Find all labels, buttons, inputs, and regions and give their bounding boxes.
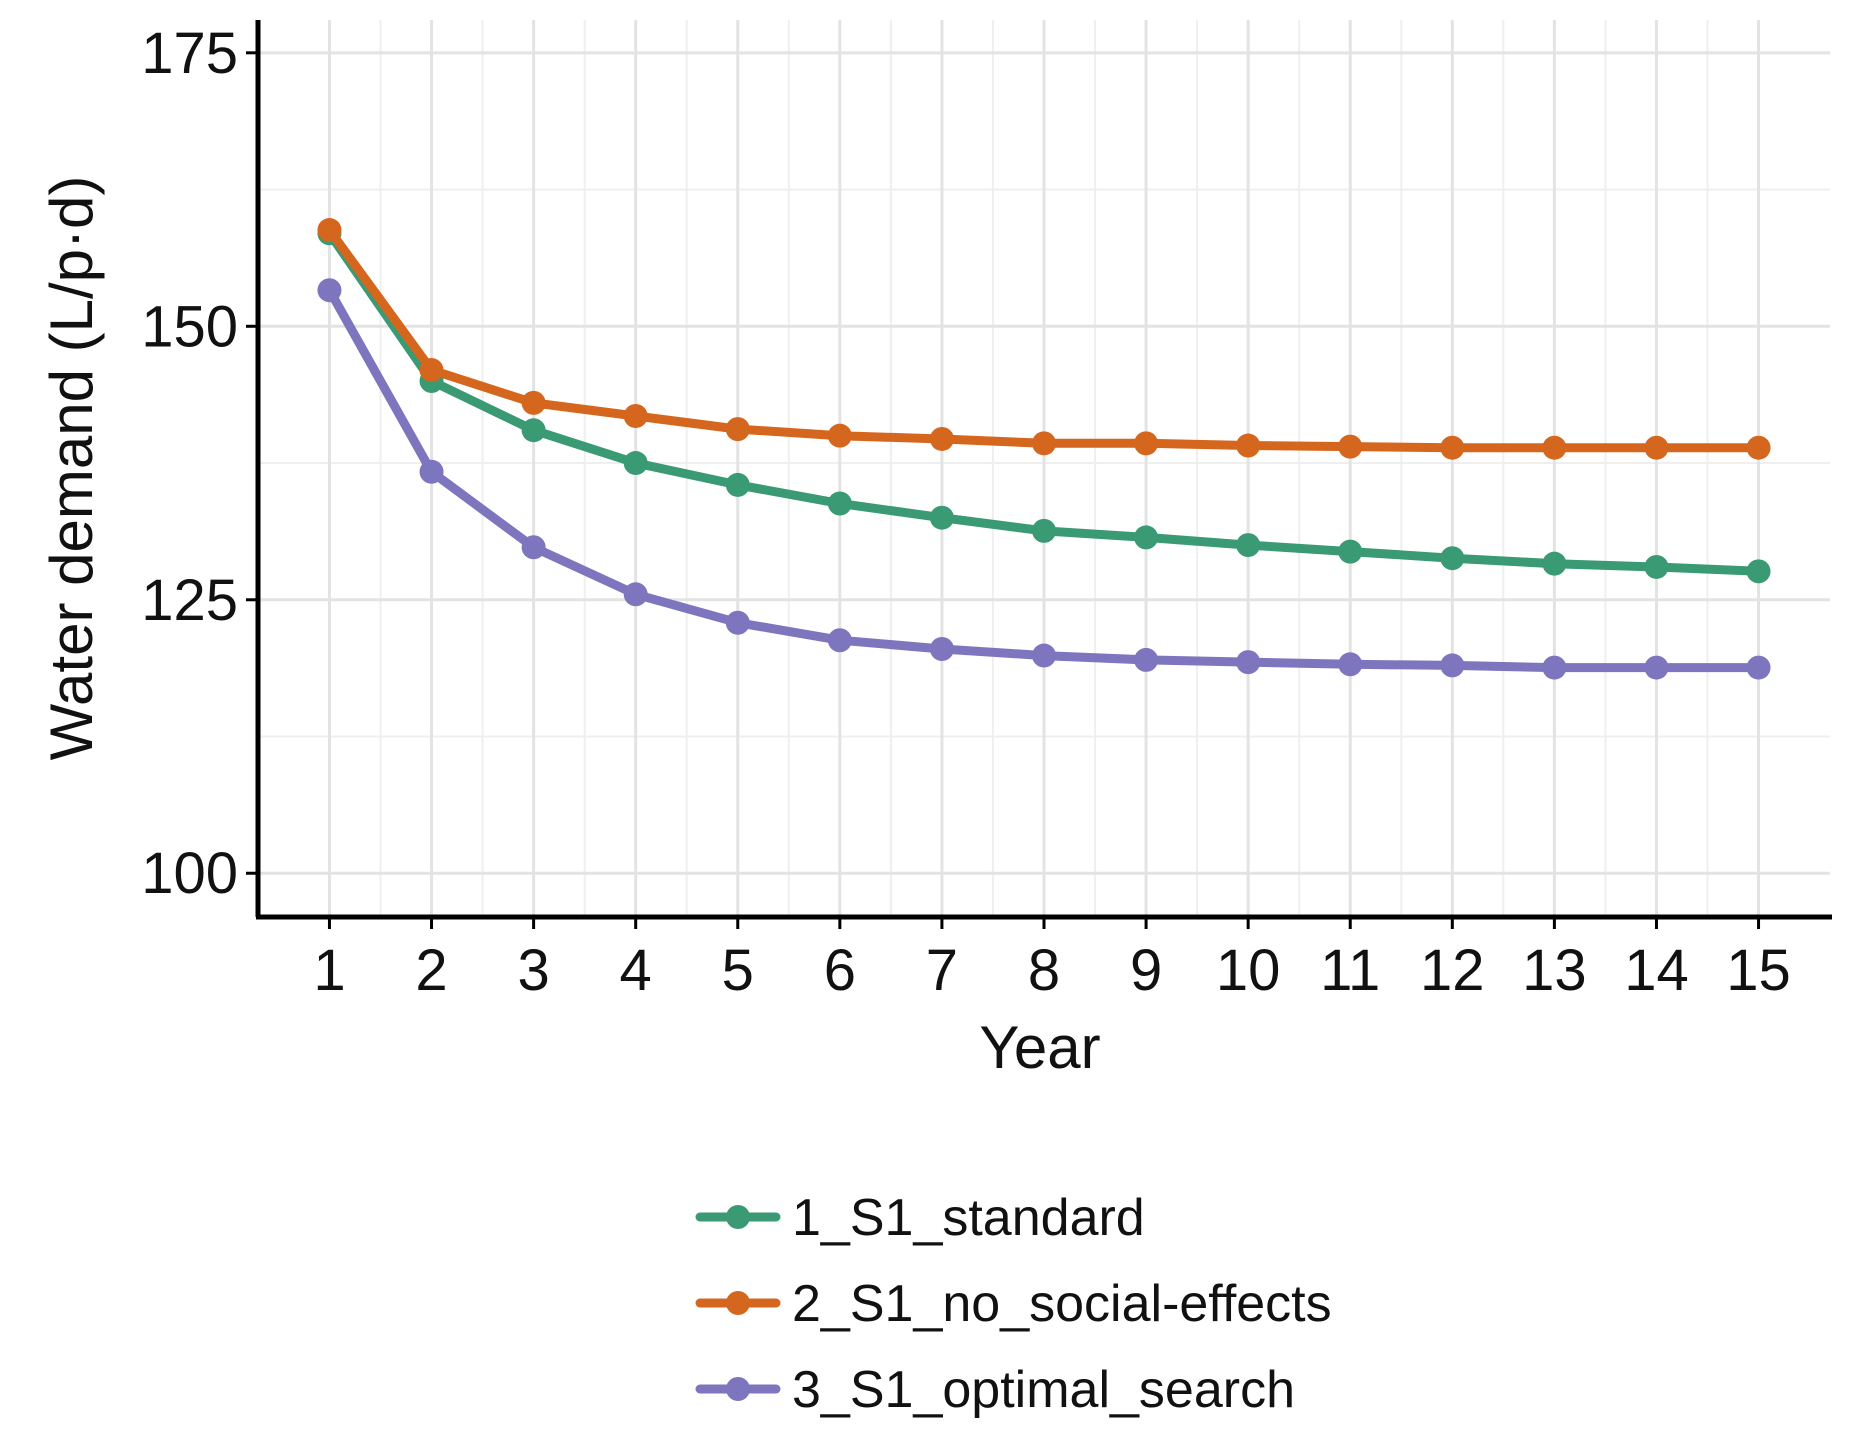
y-tick-label: 175 bbox=[141, 21, 238, 86]
series-2 bbox=[317, 218, 1771, 460]
series-layer bbox=[317, 218, 1771, 680]
grid-major bbox=[258, 20, 1830, 917]
x-tick-label: 9 bbox=[1130, 938, 1162, 1003]
data-point bbox=[1236, 533, 1261, 558]
y-tick-label: 100 bbox=[141, 841, 238, 906]
data-point bbox=[725, 610, 750, 635]
x-tick-label: 1 bbox=[313, 938, 345, 1003]
y-axis-ticks: 100 125 150 175 bbox=[141, 21, 258, 906]
data-point bbox=[317, 278, 342, 303]
legend-item: 2_S1_no_social-effects bbox=[695, 1275, 1332, 1333]
data-point bbox=[317, 218, 342, 243]
data-point bbox=[521, 390, 546, 415]
legend-point-key bbox=[726, 1291, 750, 1315]
data-point bbox=[1338, 652, 1363, 677]
data-point bbox=[521, 535, 546, 560]
data-point bbox=[1032, 518, 1056, 543]
legend: 1_S1_standard 2_S1_no_social-effects 3_S1_… bbox=[695, 1189, 1332, 1419]
data-point bbox=[1236, 650, 1261, 675]
data-point bbox=[725, 417, 750, 442]
x-axis-title: Year bbox=[979, 1014, 1100, 1081]
data-point bbox=[419, 358, 444, 383]
data-point bbox=[1134, 647, 1159, 672]
data-point bbox=[929, 505, 954, 530]
x-tick-label: 2 bbox=[415, 938, 447, 1003]
data-point bbox=[1542, 655, 1567, 680]
x-axis-ticks: 1 2 3 4 5 6 7 8 9 10 11 12 13 14 15 bbox=[313, 917, 1791, 1003]
data-point bbox=[929, 636, 954, 661]
data-point bbox=[1644, 655, 1669, 680]
y-axis-title: Water demand (L/p·d) bbox=[38, 176, 105, 761]
y-tick-label: 150 bbox=[141, 294, 238, 359]
legend-item: 1_S1_standard bbox=[695, 1189, 1145, 1247]
data-point bbox=[827, 423, 852, 448]
data-point bbox=[1440, 435, 1465, 460]
legend-label: 3_S1_optimal_search bbox=[792, 1361, 1295, 1419]
x-tick-label: 8 bbox=[1028, 938, 1060, 1003]
data-point bbox=[419, 459, 444, 484]
x-tick-label: 12 bbox=[1420, 938, 1485, 1003]
data-point bbox=[1236, 433, 1261, 458]
x-tick-label: 10 bbox=[1216, 938, 1281, 1003]
data-point bbox=[1440, 653, 1465, 678]
x-tick-label: 11 bbox=[1320, 938, 1380, 1003]
legend-label: 2_S1_no_social-effects bbox=[792, 1275, 1332, 1333]
x-tick-label: 3 bbox=[517, 938, 549, 1003]
data-point bbox=[1644, 435, 1669, 460]
data-point bbox=[1134, 525, 1159, 550]
legend-label: 1_S1_standard bbox=[792, 1189, 1145, 1247]
data-point bbox=[1440, 546, 1465, 571]
data-point bbox=[1134, 431, 1159, 456]
legend-point-key bbox=[726, 1377, 750, 1401]
data-point bbox=[1746, 655, 1771, 680]
x-tick-label: 7 bbox=[926, 938, 958, 1003]
data-point bbox=[1338, 434, 1363, 459]
x-tick-label: 6 bbox=[824, 938, 856, 1003]
data-point bbox=[1032, 431, 1056, 456]
data-point bbox=[1746, 435, 1771, 460]
data-point bbox=[1644, 554, 1669, 579]
y-tick-label: 125 bbox=[141, 568, 238, 633]
data-point bbox=[623, 582, 648, 607]
data-point bbox=[623, 451, 648, 476]
data-point bbox=[623, 403, 648, 428]
x-tick-label: 13 bbox=[1522, 938, 1587, 1003]
legend-point-key bbox=[726, 1205, 750, 1229]
legend-item: 3_S1_optimal_search bbox=[695, 1361, 1295, 1419]
data-point bbox=[1746, 559, 1771, 584]
data-point bbox=[1338, 539, 1363, 564]
data-point bbox=[1542, 551, 1567, 576]
x-tick-label: 14 bbox=[1624, 938, 1689, 1003]
x-tick-label: 5 bbox=[722, 938, 754, 1003]
data-point bbox=[1032, 643, 1056, 668]
data-point bbox=[521, 418, 546, 443]
data-point bbox=[725, 472, 750, 497]
x-tick-label: 4 bbox=[620, 938, 652, 1003]
series-3 bbox=[317, 278, 1771, 680]
data-point bbox=[1542, 435, 1567, 460]
x-tick-label: 15 bbox=[1726, 938, 1791, 1003]
data-point bbox=[929, 426, 954, 451]
data-point bbox=[827, 628, 852, 653]
data-point bbox=[827, 491, 852, 516]
